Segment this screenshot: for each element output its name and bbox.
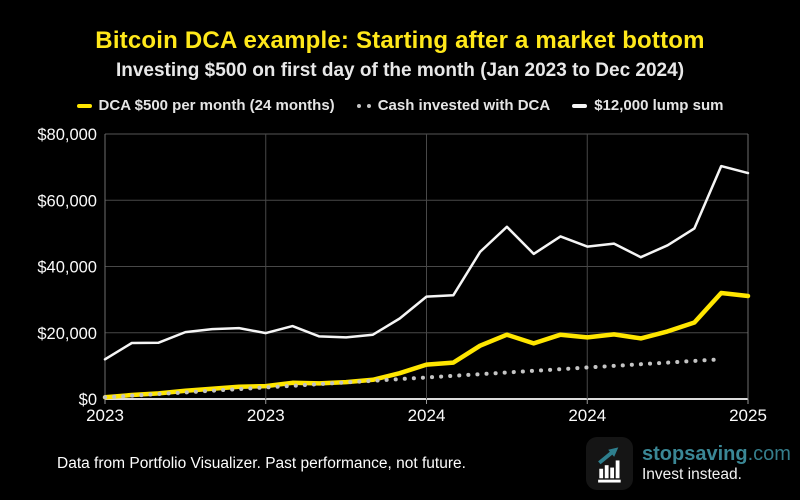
logo-tile xyxy=(586,437,633,490)
x-axis-label: 2024 xyxy=(568,406,606,425)
x-axis-label: 2024 xyxy=(408,406,446,425)
page-title: Bitcoin DCA example: Starting after a ma… xyxy=(95,27,705,54)
logo-text: stopsaving.com Invest instead. xyxy=(642,443,791,484)
series-line-cash-invested xyxy=(103,357,724,400)
series-line-dca xyxy=(102,290,751,400)
brand-name: stopsaving.com xyxy=(642,443,791,466)
brand-tagline: Invest instead. xyxy=(642,466,742,484)
x-axis-label: 2025 xyxy=(729,406,767,425)
white-dash-icon xyxy=(572,103,588,108)
yellow-dash-icon xyxy=(76,103,92,108)
y-axis-label: $60,000 xyxy=(37,192,97,210)
y-axis-label: $40,000 xyxy=(37,259,97,277)
y-axis-label: $20,000 xyxy=(37,325,97,343)
y-axis-label: $0 xyxy=(79,391,97,409)
legend-item-dca: DCA $500 per month (24 months) xyxy=(76,97,335,114)
brand-logo: stopsaving.com Invest instead. xyxy=(586,437,791,490)
legend-label-lumpsum: $12,000 lump sum xyxy=(594,97,724,114)
bar-chart-growth-arrow-icon xyxy=(597,446,621,483)
y-axis-label: $80,000 xyxy=(37,126,97,144)
brand-suffix: .com xyxy=(747,443,791,466)
legend-label-dca: DCA $500 per month (24 months) xyxy=(98,97,335,114)
chart-legend: DCA $500 per month (24 months) Cash inve… xyxy=(0,97,800,114)
series-line-lump-sum xyxy=(103,164,750,361)
gray-dots-icon xyxy=(356,103,371,108)
legend-item-lumpsum: $12,000 lump sum xyxy=(572,97,723,114)
x-axis-label: 2023 xyxy=(86,406,124,425)
legend-item-cash: Cash invested with DCA xyxy=(356,97,551,114)
legend-label-cash: Cash invested with DCA xyxy=(377,97,551,114)
x-axis-label: 2023 xyxy=(247,406,285,425)
page-subtitle: Investing $500 on first day of the month… xyxy=(115,60,685,81)
source-note: Data from Portfolio Visualizer. Past per… xyxy=(57,455,466,472)
